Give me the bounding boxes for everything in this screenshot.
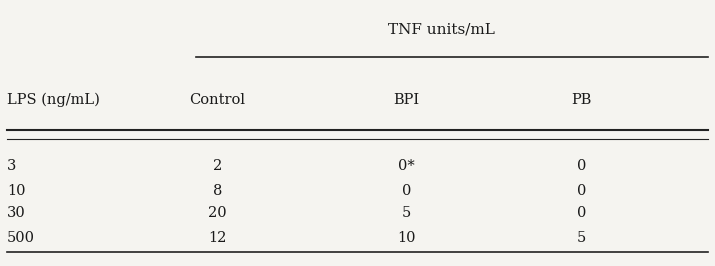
Text: 0: 0 [577, 159, 586, 173]
Text: 12: 12 [208, 231, 227, 246]
Text: 10: 10 [398, 231, 416, 246]
Text: 8: 8 [212, 184, 222, 198]
Text: TNF units/mL: TNF units/mL [388, 23, 495, 37]
Text: PB: PB [571, 93, 592, 107]
Text: BPI: BPI [393, 93, 420, 107]
Text: 0: 0 [577, 184, 586, 198]
Text: 5: 5 [577, 231, 586, 246]
Text: LPS (ng/mL): LPS (ng/mL) [7, 93, 100, 107]
Text: 2: 2 [213, 159, 222, 173]
Text: 10: 10 [7, 184, 26, 198]
Text: 0*: 0* [398, 159, 415, 173]
Text: 5: 5 [402, 206, 411, 221]
Text: 3: 3 [7, 159, 16, 173]
Text: 0: 0 [577, 206, 586, 221]
Text: 20: 20 [208, 206, 227, 221]
Text: 0: 0 [402, 184, 411, 198]
Text: Control: Control [189, 93, 245, 107]
Text: 30: 30 [7, 206, 26, 221]
Text: 500: 500 [7, 231, 35, 246]
